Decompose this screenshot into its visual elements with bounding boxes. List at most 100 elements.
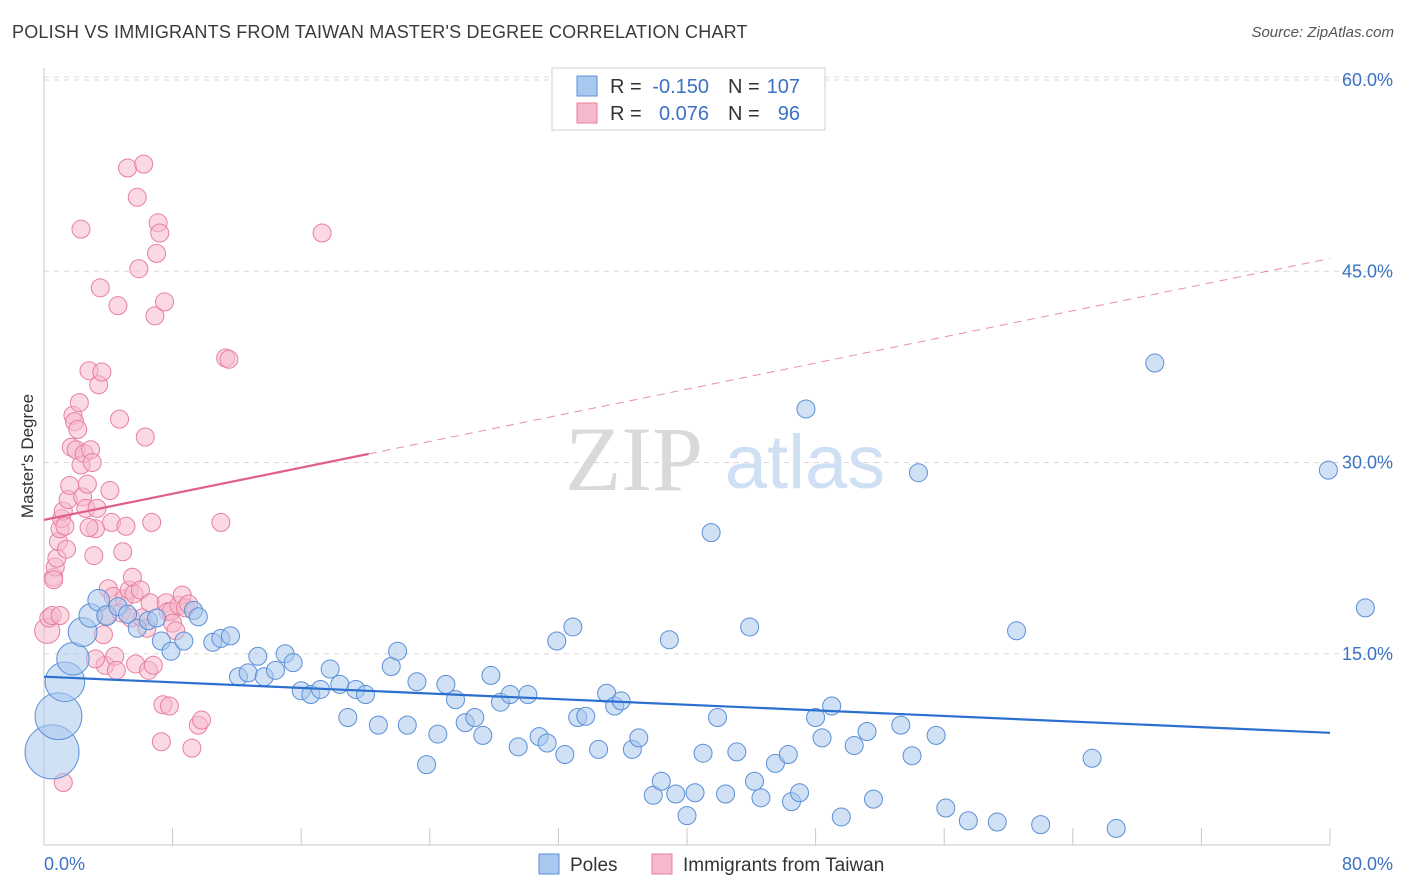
poles-point — [740, 617, 760, 637]
taiwan-point — [90, 278, 110, 298]
y-tick-label: 60.0% — [1342, 70, 1393, 90]
poles-point — [147, 608, 167, 628]
poles-point — [508, 737, 528, 757]
poles-point — [863, 789, 883, 809]
taiwan-point — [68, 419, 88, 439]
legend-r-label-poles: R = — [610, 76, 642, 98]
poles-point — [708, 708, 728, 727]
taiwan-point — [182, 738, 202, 758]
taiwan-point — [130, 580, 150, 600]
poles-point — [745, 771, 765, 791]
taiwan-point — [77, 474, 97, 494]
taiwan-point — [116, 516, 136, 536]
poles-point — [1106, 818, 1126, 838]
taiwan-point — [71, 219, 91, 239]
poles-point — [987, 812, 1007, 832]
poles-point — [555, 744, 575, 764]
taiwan-point — [57, 539, 77, 559]
watermark: ZIP atlas — [565, 408, 885, 510]
taiwan-point — [44, 570, 64, 590]
chart-title: POLISH VS IMMIGRANTS FROM TAIWAN MASTER'… — [12, 22, 748, 42]
poles-point — [1082, 748, 1102, 768]
poles-point — [902, 746, 922, 766]
poles-point — [693, 743, 713, 763]
poles-point — [958, 811, 978, 831]
poles-point — [563, 617, 583, 637]
poles-point — [368, 715, 388, 735]
taiwan-point — [192, 710, 212, 730]
taiwan-point — [127, 187, 147, 207]
poles-point — [238, 663, 258, 683]
bottom-legend-swatch-taiwan — [651, 853, 673, 875]
taiwan-point — [147, 243, 167, 263]
y-axis-title: Master's Degree — [18, 394, 37, 518]
poles-point — [1318, 460, 1338, 480]
y-tick-label: 15.0% — [1342, 644, 1393, 664]
poles-point — [320, 659, 340, 679]
y-tick-label: 30.0% — [1342, 453, 1393, 473]
poles-point — [338, 708, 358, 727]
poles-point — [436, 674, 456, 694]
taiwan-point — [82, 453, 102, 472]
taiwan-point — [145, 306, 165, 326]
taiwan-point — [142, 512, 162, 532]
legend-swatch-taiwan — [576, 102, 598, 124]
poles-point — [812, 728, 832, 748]
taiwan-point — [151, 732, 171, 752]
poles-point — [265, 660, 285, 680]
taiwan-point — [159, 696, 179, 716]
legend-n-label-taiwan: N = — [728, 103, 760, 125]
poles-point — [629, 728, 649, 748]
taiwan-trend-extension — [368, 258, 1331, 455]
bottom-legend-label-poles: Poles — [570, 855, 618, 876]
poles-point — [500, 685, 520, 705]
poles-point — [417, 755, 437, 775]
poles-point — [161, 641, 181, 661]
source-label: Source: ZipAtlas.com — [1251, 24, 1394, 41]
correlation-legend: R = -0.150 N = 107 R = 0.076 N = 96 — [551, 67, 826, 131]
poles-point — [806, 708, 826, 727]
legend-r-value-taiwan: 0.076 — [659, 103, 709, 125]
taiwan-point — [155, 292, 175, 312]
poles-point — [677, 806, 697, 826]
taiwan-point — [106, 660, 126, 680]
taiwan-point — [84, 546, 104, 566]
taiwan-point — [219, 349, 239, 369]
poles-point — [790, 783, 810, 803]
grid-lines — [44, 76, 1393, 655]
poles-point — [481, 665, 501, 685]
watermark-atlas: atlas — [725, 420, 886, 505]
taiwan-trend-line — [43, 452, 369, 521]
bottom-legend-label-taiwan: Immigrants from Taiwan — [683, 855, 884, 876]
taiwan-point — [135, 427, 155, 447]
taiwan-point — [118, 158, 138, 178]
poles-point — [56, 642, 90, 676]
poles-point — [908, 463, 928, 483]
taiwan-point — [134, 154, 154, 174]
poles-point — [659, 630, 679, 650]
poles-point — [796, 399, 816, 419]
x-tick-label-max: 80.0% — [1342, 854, 1393, 874]
poles-point — [666, 784, 686, 804]
taiwan-point — [211, 512, 231, 532]
poles-point — [778, 744, 798, 764]
taiwan-point — [312, 223, 332, 243]
poles-point — [891, 715, 911, 735]
taiwan-point — [129, 259, 149, 279]
poles-point — [1355, 598, 1375, 618]
poles-point — [844, 736, 864, 756]
bottom-legend-swatch-poles — [538, 853, 560, 875]
taiwan-point — [113, 542, 133, 562]
taiwan-point — [110, 409, 130, 429]
legend-swatch-poles — [576, 75, 598, 97]
poles-point — [936, 798, 956, 818]
y-tick-labels: 15.0% 30.0% 45.0% 60.0% — [1342, 70, 1393, 664]
poles-point — [388, 641, 408, 661]
poles-point — [685, 783, 705, 803]
poles-point — [188, 607, 208, 627]
poles-point — [751, 788, 771, 808]
poles-point — [283, 653, 303, 673]
x-tick-label-min: 0.0% — [44, 854, 85, 874]
poles-point — [716, 784, 736, 804]
